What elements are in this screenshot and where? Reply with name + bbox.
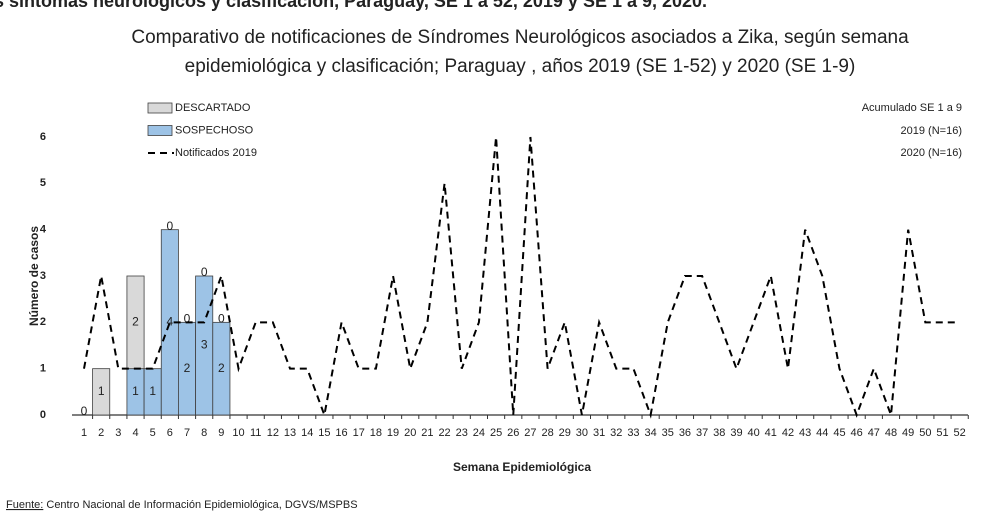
x-tick-label: 23 <box>456 427 468 439</box>
x-tick-label: 4 <box>132 427 138 439</box>
x-tick-label: 34 <box>644 427 656 439</box>
x-tick-label: 46 <box>851 427 863 439</box>
chart-title: epidemiológica y clasificación; Paraguay… <box>185 56 856 77</box>
x-tick-label: 44 <box>816 427 828 439</box>
x-tick-label: 48 <box>885 427 897 439</box>
x-tick-label: 30 <box>576 427 588 439</box>
value-label: 0 <box>201 265 208 279</box>
x-tick-label: 18 <box>370 427 382 439</box>
y-tick-label: 4 <box>40 224 47 236</box>
value-label: 2 <box>218 361 225 375</box>
x-tick-label: 22 <box>438 427 450 439</box>
x-tick-label: 19 <box>387 427 399 439</box>
x-tick-label: 40 <box>748 427 760 439</box>
legend-label: DESCARTADO <box>175 102 251 114</box>
x-tick-label: 32 <box>610 427 622 439</box>
x-tick-label: 51 <box>936 427 948 439</box>
value-label: 0 <box>81 404 88 418</box>
x-tick-label: 25 <box>490 427 502 439</box>
x-tick-label: 21 <box>421 427 433 439</box>
x-tick-label: 42 <box>782 427 794 439</box>
x-tick-label: 1 <box>81 427 87 439</box>
x-tick-label: 12 <box>267 427 279 439</box>
annotation: 2019 (N=16) <box>901 125 962 137</box>
x-tick-label: 15 <box>318 427 330 439</box>
y-tick-label: 1 <box>40 363 46 375</box>
x-tick-label: 31 <box>593 427 605 439</box>
x-tick-label: 36 <box>679 427 691 439</box>
x-tick-label: 39 <box>730 427 742 439</box>
line <box>83 136 960 419</box>
x-tick-label: 38 <box>713 427 725 439</box>
x-axis-label: Semana Epidemiológica <box>453 460 591 474</box>
x-tick-label: 8 <box>201 427 207 439</box>
x-tick-label: 52 <box>954 427 966 439</box>
header: s síntomas neurológicos y clasificación,… <box>0 0 707 11</box>
value-label: 4 <box>167 315 174 329</box>
y-tick-label: 2 <box>40 316 46 328</box>
y-tick-label: 0 <box>40 409 46 421</box>
x-tick-label: 29 <box>559 427 571 439</box>
legend-swatch <box>147 102 173 114</box>
value-label: 0 <box>167 219 174 233</box>
x-tick-label: 50 <box>919 427 931 439</box>
x-tick-label: 3 <box>115 427 121 439</box>
annotation: 2020 (N=16) <box>901 147 962 159</box>
x-tick-label: 49 <box>902 427 914 439</box>
x-tick-label: 24 <box>473 427 485 439</box>
legend-label: SOSPECHOSO <box>175 124 254 136</box>
x-tick-label: 27 <box>524 427 536 439</box>
bar <box>92 368 111 416</box>
value-label: 3 <box>201 338 208 352</box>
legend-swatch <box>147 125 173 136</box>
x-tick-label: 5 <box>150 427 156 439</box>
bar <box>212 321 231 416</box>
source-text: Centro Nacional de Información Epidemiol… <box>43 499 357 511</box>
chart-title: Comparativo de notificaciones de Síndrom… <box>131 27 909 48</box>
x-tick-label: 16 <box>335 427 347 439</box>
source: Fuente: Centro Nacional de Información E… <box>6 499 358 511</box>
legend-label: Notificados 2019 <box>175 147 257 159</box>
x-tick-label: 26 <box>507 427 519 439</box>
x-tick-label: 6 <box>167 427 173 439</box>
y-axis-label: Número de casos <box>27 226 41 326</box>
x-tick-label: 28 <box>541 427 553 439</box>
x-tick-label: 14 <box>301 427 313 439</box>
x-tick-label: 11 <box>250 427 261 439</box>
x-tick-label: 35 <box>662 427 674 439</box>
x-tick-label: 13 <box>284 427 296 439</box>
x-tick-label: 47 <box>868 427 880 439</box>
value-label: 2 <box>132 315 139 329</box>
x-tick-label: 33 <box>627 427 639 439</box>
y-tick-label: 6 <box>40 131 46 143</box>
x-tick-label: 9 <box>218 427 224 439</box>
value-label: 0 <box>184 312 191 326</box>
x-tick-label: 2 <box>98 427 104 439</box>
value-label: 1 <box>98 384 105 398</box>
y-tick-label: 3 <box>40 270 46 282</box>
x-tick-label: 41 <box>765 427 777 439</box>
x-tick-label: 45 <box>833 427 845 439</box>
x-tick-label: 17 <box>353 427 365 439</box>
annotation: Acumulado SE 1 a 9 <box>862 102 962 114</box>
source-label: Fuente: <box>6 499 43 511</box>
value-label: 2 <box>184 361 191 375</box>
x-tick-label: 37 <box>696 427 708 439</box>
x-tick-label: 20 <box>404 427 416 439</box>
x-tick-label: 10 <box>232 427 244 439</box>
value-label: 1 <box>149 384 156 398</box>
x-tick-label: 43 <box>799 427 811 439</box>
y-tick-label: 5 <box>40 177 46 189</box>
x-tick-label: 7 <box>184 427 190 439</box>
value-label: 0 <box>218 312 225 326</box>
value-label: 1 <box>132 384 139 398</box>
